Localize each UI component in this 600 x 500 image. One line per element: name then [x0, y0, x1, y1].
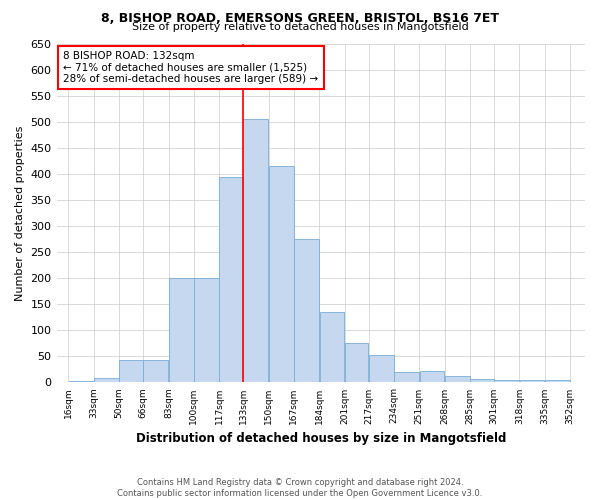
- Bar: [520, 380, 544, 382]
- Bar: [494, 380, 519, 382]
- X-axis label: Distribution of detached houses by size in Mangotsfield: Distribution of detached houses by size …: [136, 432, 506, 445]
- Bar: [220, 177, 243, 382]
- Bar: [69, 381, 94, 382]
- Bar: [169, 278, 194, 382]
- Bar: [119, 360, 143, 382]
- Bar: [194, 278, 219, 382]
- Bar: [345, 344, 368, 382]
- Bar: [269, 166, 293, 382]
- Bar: [143, 360, 168, 382]
- Bar: [369, 356, 394, 382]
- Bar: [294, 239, 319, 382]
- Bar: [545, 380, 570, 382]
- Bar: [445, 376, 470, 382]
- Text: Size of property relative to detached houses in Mangotsfield: Size of property relative to detached ho…: [131, 22, 469, 32]
- Bar: [94, 378, 119, 382]
- Y-axis label: Number of detached properties: Number of detached properties: [15, 126, 25, 301]
- Text: 8 BISHOP ROAD: 132sqm
← 71% of detached houses are smaller (1,525)
28% of semi-d: 8 BISHOP ROAD: 132sqm ← 71% of detached …: [64, 51, 319, 84]
- Bar: [419, 371, 445, 382]
- Bar: [470, 379, 494, 382]
- Bar: [394, 372, 419, 382]
- Text: Contains HM Land Registry data © Crown copyright and database right 2024.
Contai: Contains HM Land Registry data © Crown c…: [118, 478, 482, 498]
- Bar: [244, 120, 268, 382]
- Bar: [320, 312, 344, 382]
- Text: 8, BISHOP ROAD, EMERSONS GREEN, BRISTOL, BS16 7ET: 8, BISHOP ROAD, EMERSONS GREEN, BRISTOL,…: [101, 12, 499, 26]
